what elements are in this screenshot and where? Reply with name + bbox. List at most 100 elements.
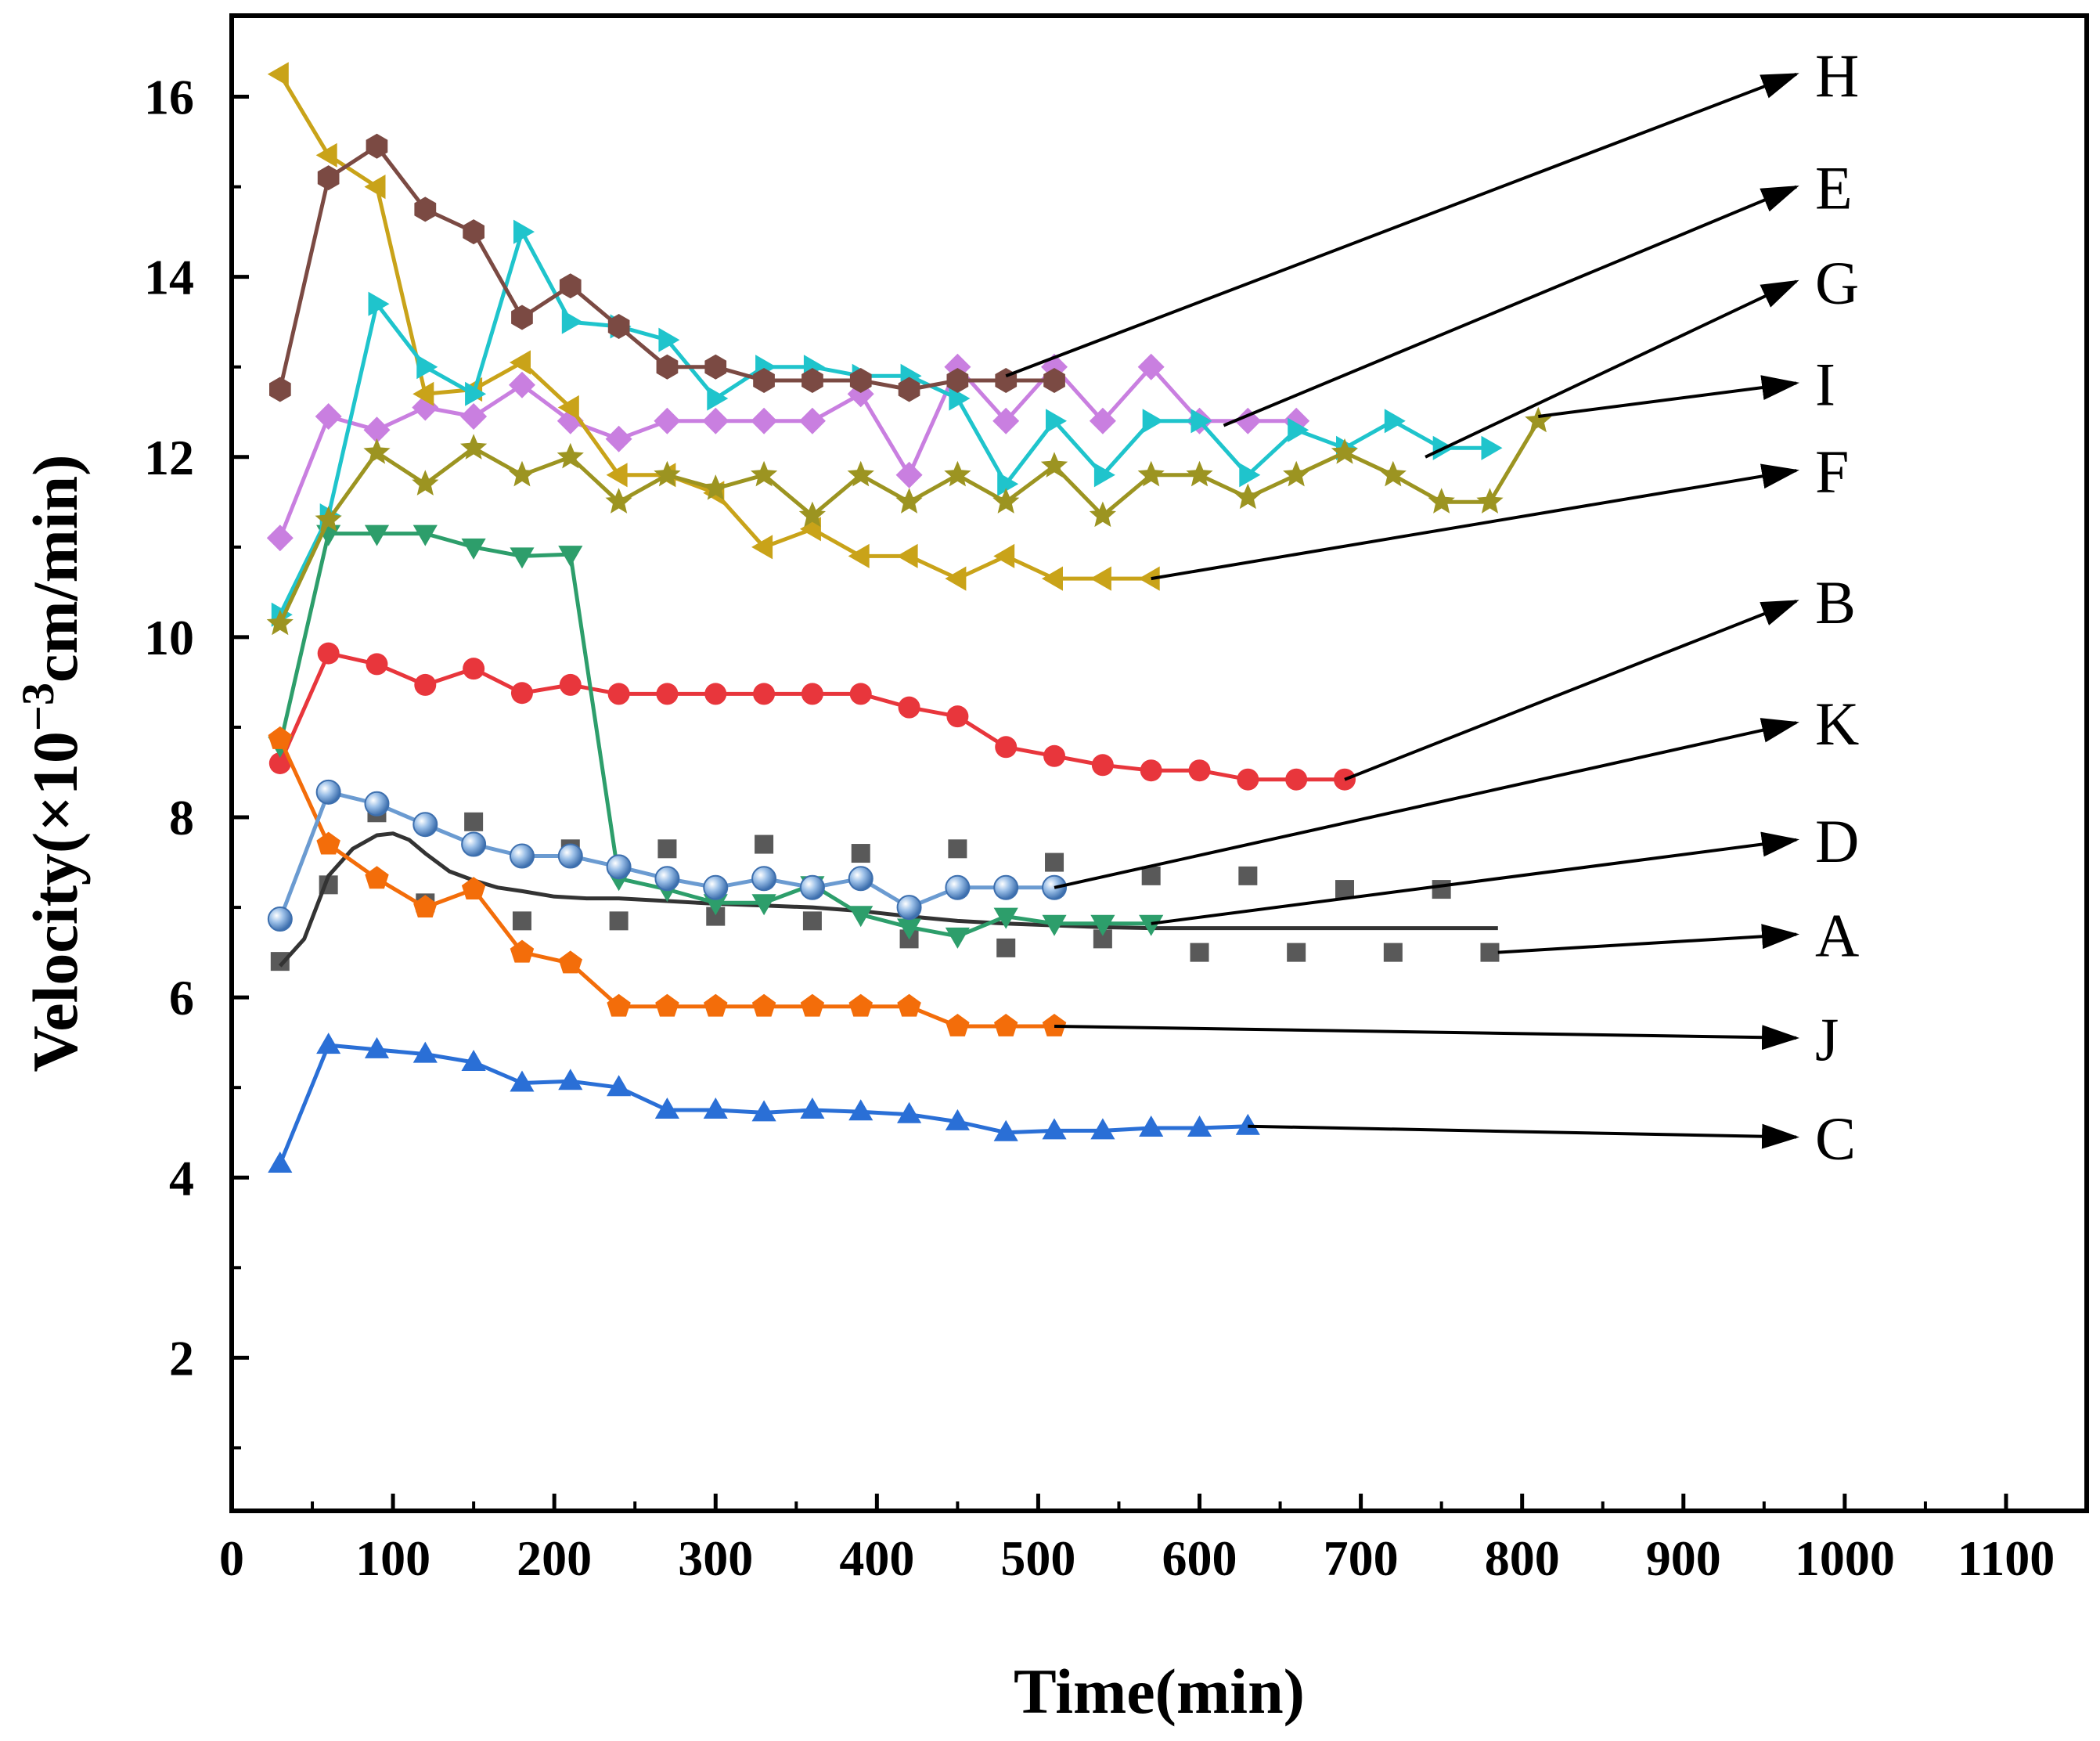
annotation-arrow-J: [1054, 1024, 1800, 1051]
series-J-point: [461, 877, 486, 899]
series-H-point: [704, 354, 727, 380]
series-I-point: [1525, 406, 1552, 433]
series-G-point: [949, 386, 971, 411]
series-H-point: [753, 368, 775, 393]
series-K-point: [606, 854, 632, 880]
series-I-point: [1379, 460, 1407, 487]
series-I-point: [412, 470, 439, 496]
series-H-point: [414, 196, 437, 222]
series-B-point: [753, 683, 776, 705]
series-I-point: [1476, 488, 1504, 514]
series-K-point: [751, 866, 777, 892]
series-J-point: [1042, 1014, 1067, 1036]
x-axis-title: Time(min): [1014, 1656, 1305, 1727]
series-H-point: [463, 219, 484, 245]
series-E-point: [509, 371, 535, 398]
series-I: [266, 406, 1552, 636]
series-A-point: [851, 844, 870, 863]
series-B-point: [366, 653, 388, 676]
annotation-label-E: E: [1815, 154, 1853, 222]
series-layer: [266, 62, 1552, 1173]
series-K-point: [703, 874, 729, 900]
series-G-point: [1190, 409, 1212, 434]
series-J-point: [607, 993, 631, 1017]
series-C-point: [364, 1036, 390, 1058]
series-H-point: [656, 354, 679, 380]
series-F-point: [606, 463, 628, 488]
series-C-point: [897, 1101, 922, 1123]
annotation-label-A: A: [1815, 902, 1859, 970]
series-E-point: [266, 524, 294, 552]
series-C-point: [703, 1098, 728, 1119]
series-B-point: [1237, 768, 1259, 791]
x-tick-label: 1000: [1795, 1530, 1895, 1586]
series-C-point: [461, 1050, 486, 1071]
series-A-point: [1432, 880, 1451, 899]
series-K-point: [461, 831, 487, 857]
series-K-point: [315, 779, 341, 805]
y-tick-label: 6: [169, 970, 194, 1025]
series-C-point: [993, 1119, 1018, 1141]
series-G-point: [1384, 409, 1406, 434]
annotation-arrow-D: [1151, 831, 1800, 925]
series-J-point: [751, 993, 776, 1017]
series-J-point: [994, 1014, 1018, 1036]
annotation-arrow-F: [1151, 463, 1799, 581]
series-J-point: [655, 993, 679, 1017]
series-B-point: [1188, 759, 1211, 782]
series-E-point: [605, 425, 632, 452]
series-F-point: [1042, 566, 1063, 591]
x-tick-label: 300: [678, 1530, 753, 1586]
series-I-point: [557, 442, 584, 469]
series-H-point: [511, 305, 533, 330]
series-D-point: [897, 918, 922, 940]
series-B-point: [1285, 768, 1308, 791]
series-J-point: [800, 993, 825, 1017]
series-D: [268, 524, 1164, 949]
annotation-arrow-C: [1248, 1123, 1800, 1149]
series-B-point: [559, 673, 582, 696]
series-K: [267, 779, 1068, 932]
annotation-arrow-I: [1538, 375, 1800, 419]
series-J-point: [268, 726, 292, 749]
series-A-point: [996, 938, 1016, 957]
series-H-point: [849, 368, 872, 393]
series-C-point: [945, 1108, 970, 1130]
series-A-line: [278, 831, 1498, 968]
series-C-point: [654, 1098, 679, 1119]
series-B-point: [1140, 759, 1162, 782]
series-J-point: [848, 993, 873, 1017]
annotation-label-H: H: [1815, 41, 1859, 110]
series-E-point: [798, 407, 826, 434]
series-I-point: [1137, 460, 1165, 487]
series-G-point: [561, 309, 583, 334]
series-G-point: [1093, 463, 1115, 488]
series-B-point: [995, 736, 1018, 759]
series-J-point: [704, 993, 728, 1017]
annotation-arrow-H: [1005, 72, 1799, 378]
series-A-point: [657, 839, 677, 859]
x-tick-label: 600: [1162, 1530, 1237, 1586]
series-D-point: [751, 894, 776, 916]
series-H-point: [317, 165, 340, 191]
series-A-point: [802, 911, 822, 931]
series-I-point: [1283, 460, 1310, 487]
series-E-point: [702, 407, 729, 434]
y-tick-label: 4: [169, 1150, 194, 1206]
series-A-point: [1141, 866, 1161, 885]
series-J-point: [946, 1014, 970, 1036]
y-axis-title-exponent: −3: [13, 683, 63, 731]
series-I-point: [751, 460, 778, 487]
series-H-point: [1043, 368, 1065, 393]
series-C-point: [1235, 1113, 1260, 1135]
series-A-point: [948, 839, 967, 859]
series-D-point: [703, 894, 728, 916]
series-H-point: [946, 368, 969, 393]
series-A-point: [464, 812, 484, 831]
series-G: [271, 219, 1503, 627]
series-E: [266, 353, 1310, 552]
series-F-point: [364, 175, 386, 200]
series-F-point: [945, 566, 967, 591]
series-I-point: [1186, 460, 1213, 487]
series-J-point: [413, 895, 438, 917]
